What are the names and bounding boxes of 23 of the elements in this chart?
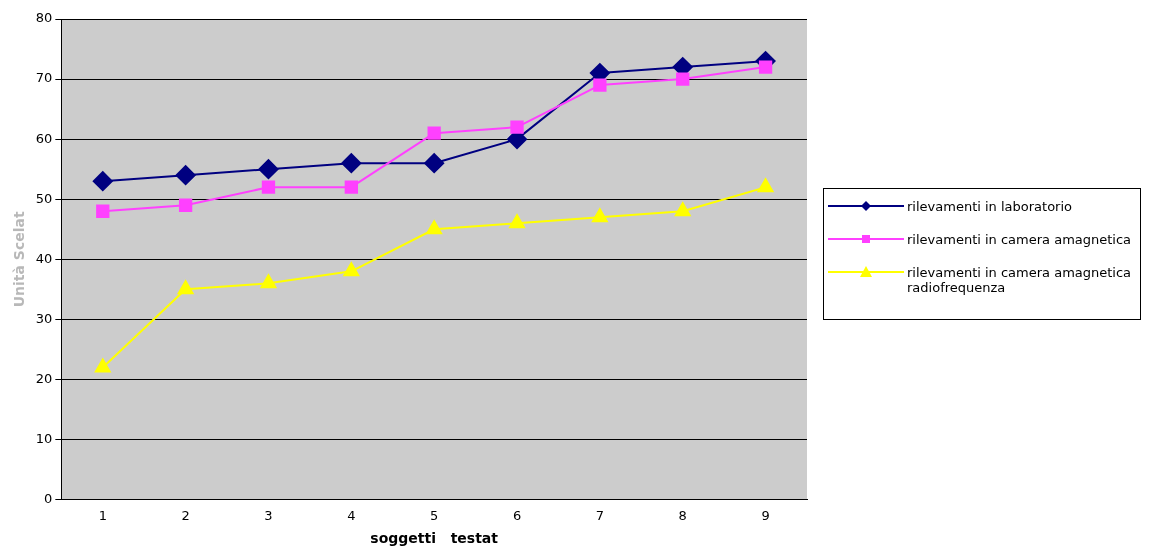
x-tick-label: 4 — [347, 507, 356, 523]
x-tick-label: 7 — [595, 507, 605, 523]
y-axis-title: Unità Scelat — [11, 211, 28, 308]
y-tick-label: 20 — [35, 370, 53, 386]
x-tick-label: 5 — [430, 507, 439, 523]
text: rilevamenti in camera amagnetica — [907, 232, 1132, 247]
text: rilevamenti in laboratorio — [907, 199, 1073, 214]
x-tick-label: 8 — [678, 507, 687, 523]
x-tick-label: 9 — [761, 507, 770, 523]
x-tick-label: 1 — [98, 507, 107, 523]
text: rilevamenti in camera amagnetica radiofrequenza — [907, 265, 1133, 295]
x-tick-label: 2 — [181, 507, 190, 523]
y-tick-label: 70 — [35, 70, 53, 86]
y-tick-label: 30 — [35, 310, 53, 326]
x-axis-title: soggetti testat — [370, 530, 499, 547]
y-tick-label: 10 — [35, 430, 53, 446]
y-tick-label: 40 — [35, 250, 53, 266]
y-tick-label: 0 — [44, 490, 53, 506]
x-tick-label: 3 — [264, 507, 273, 523]
y-tick-label: 50 — [35, 190, 53, 206]
y-tick-label: 80 — [35, 10, 53, 26]
y-tick-label: 60 — [35, 130, 53, 146]
x-tick-label: 6 — [512, 507, 522, 523]
